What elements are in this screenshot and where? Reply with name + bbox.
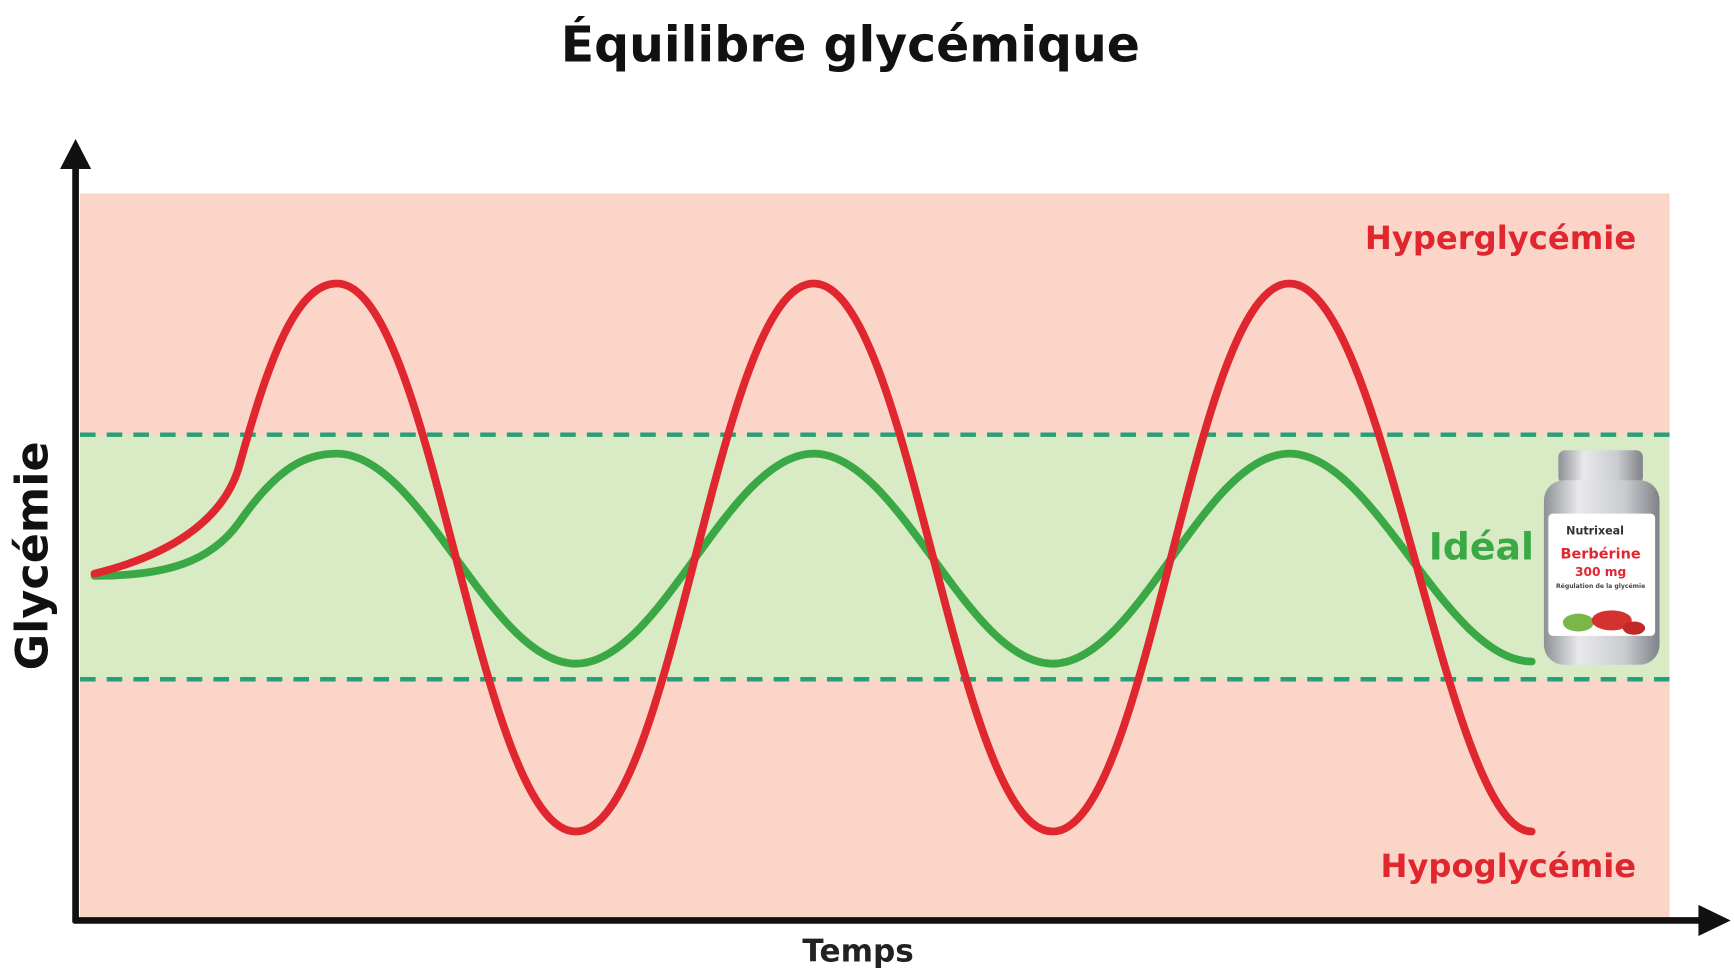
x-arrow (1698, 904, 1731, 937)
ideal-zone-label: Idéal (1429, 525, 1534, 569)
berries (1622, 621, 1646, 635)
product-name: Berbérine (1561, 547, 1641, 563)
product-brand: Nutrixeal (1566, 524, 1624, 537)
product-bottle: Nutrixeal Berbérine 300 mg Régulation de… (1543, 450, 1660, 665)
low-zone-label: Hypoglycémie (1380, 847, 1636, 885)
y-axis-label: Glycémie (8, 441, 59, 670)
leaf (1562, 613, 1594, 632)
high-zone-label: Hyperglycémie (1365, 219, 1636, 257)
berries (1591, 610, 1632, 631)
balanced-curve (90, 449, 1536, 668)
x-axis-label: Temps (802, 934, 913, 970)
ideal-zone (80, 434, 1670, 680)
product-tagline: Régulation de la glycémie (1556, 582, 1645, 590)
title: Équilibre glycémique (561, 14, 1140, 73)
bottle-label (1548, 513, 1656, 636)
product-dose: 300 mg (1575, 565, 1626, 579)
unbalanced-curve (90, 279, 1536, 836)
y-arrow (60, 139, 92, 170)
bottle-cap (1558, 450, 1643, 484)
